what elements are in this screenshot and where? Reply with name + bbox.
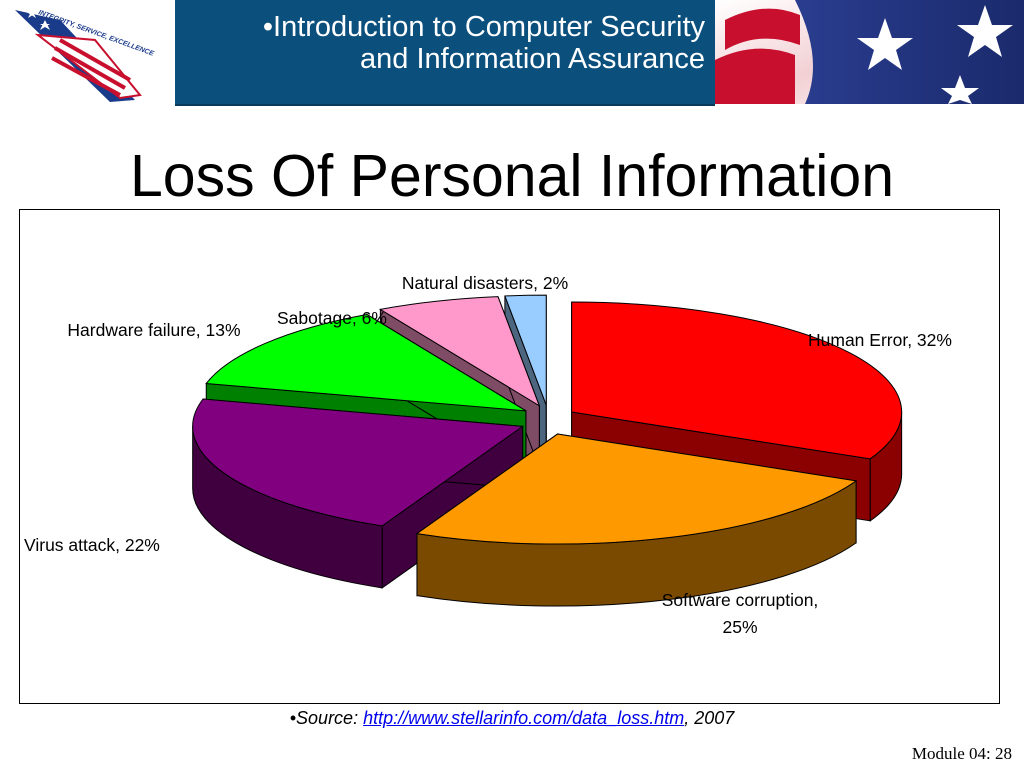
pie-slice-software-corruption bbox=[415, 433, 858, 545]
pie-slice-natural-disasters bbox=[504, 294, 547, 406]
slice-label-virus-attack: Virus attack, 22% bbox=[24, 535, 160, 555]
slice-label-natural-disasters: Natural disasters, 2% bbox=[401, 273, 569, 293]
banner-title-line2: and Information Assurance bbox=[360, 43, 705, 75]
pie-chart bbox=[192, 294, 903, 607]
flag-image bbox=[715, 0, 1024, 104]
pie-slice-virus-attack bbox=[192, 398, 525, 527]
chart-frame: Human Error, 32% Software corruption, 25… bbox=[19, 209, 1000, 704]
pie-slice-sabotage bbox=[378, 296, 541, 407]
slide-header: INTEGRITY, SERVICE, EXCELLENCE •Introduc… bbox=[0, 0, 1024, 108]
slice-label-software-corruption: Software corruption, 25% bbox=[661, 590, 819, 637]
slice-label-sabotage: Sabotage, 6% bbox=[277, 308, 387, 328]
source-link[interactable]: http://www.stellarinfo.com/data_loss.htm bbox=[363, 708, 685, 728]
pie-slice-human-error bbox=[571, 301, 903, 460]
pie-slice-hardware-failure bbox=[205, 313, 527, 412]
module-page-number: Module 04: 28 bbox=[911, 744, 1012, 763]
logo: INTEGRITY, SERVICE, EXCELLENCE bbox=[0, 0, 175, 106]
slice-label-human-error: Human Error, 32% bbox=[808, 330, 952, 350]
slice-label-hardware-failure: Hardware failure, 13% bbox=[67, 320, 241, 340]
source-citation: •Source: http://www.stellarinfo.com/data… bbox=[0, 708, 1024, 729]
source-prefix: •Source: bbox=[289, 708, 364, 728]
flag-logo-icon: INTEGRITY, SERVICE, EXCELLENCE bbox=[15, 9, 155, 102]
source-suffix: , 2007 bbox=[684, 708, 735, 728]
banner-title-line1: •Introduction to Computer Security bbox=[262, 11, 705, 43]
course-banner: •Introduction to Computer Security and I… bbox=[175, 0, 715, 106]
american-flag-icon bbox=[715, 0, 1024, 104]
slide-title: Loss Of Personal Information bbox=[129, 143, 895, 209]
